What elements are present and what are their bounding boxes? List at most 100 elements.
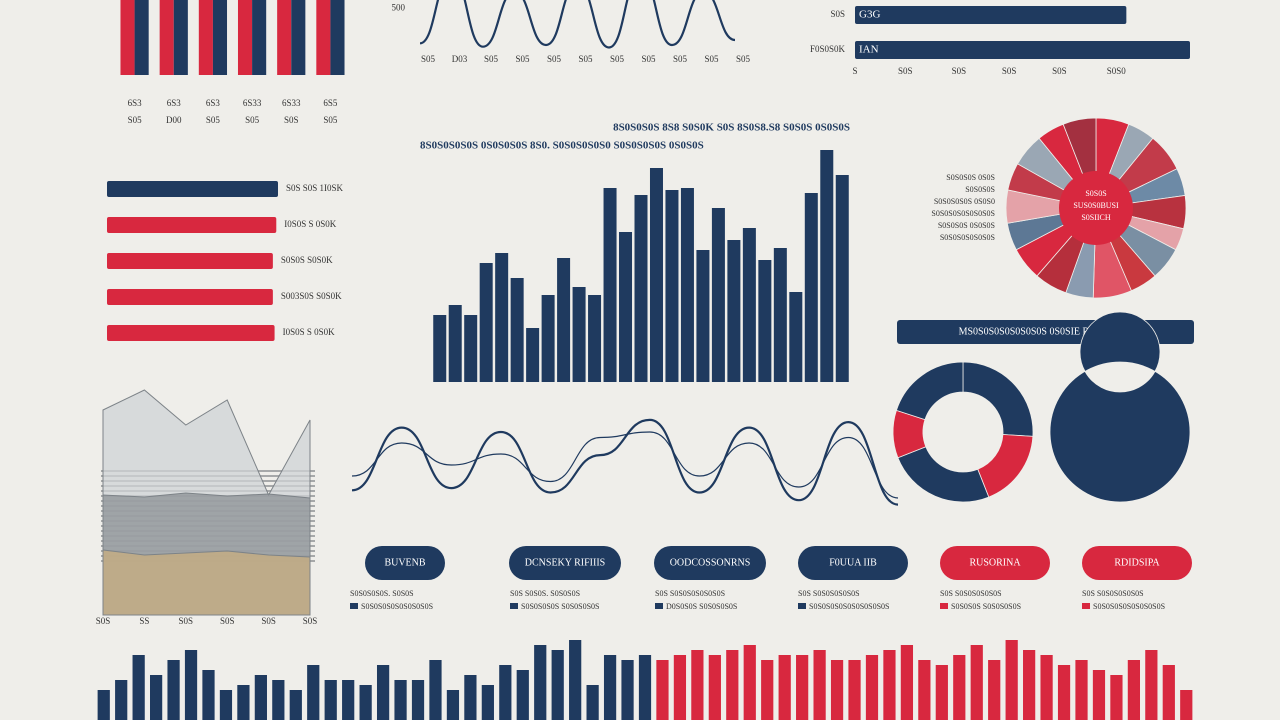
- pie-center: [1059, 171, 1133, 245]
- bar: [464, 675, 477, 720]
- bar: [588, 295, 602, 382]
- bar: [789, 292, 803, 382]
- bar: [134, 0, 149, 75]
- x-tick-label: S05: [704, 54, 719, 64]
- bar: [202, 670, 215, 720]
- bar: [97, 690, 110, 720]
- bar: [394, 680, 407, 720]
- x-tick-label: S0S: [261, 616, 276, 626]
- bar: [848, 660, 861, 720]
- pie-slice: [895, 361, 964, 421]
- bar: [603, 188, 617, 382]
- bar: [935, 665, 948, 720]
- pill-detail: D0S0S0S S0S0S0S0S: [666, 602, 737, 611]
- bar: [316, 0, 331, 75]
- pie-slice: [1049, 311, 1191, 503]
- annotation: S0S0S0S0S 0S0S0: [934, 197, 995, 206]
- x-tick-label: S05: [641, 54, 656, 64]
- pill-swatch: [940, 603, 948, 609]
- bar-label: I0S0S S 0S0K: [284, 219, 337, 229]
- bar: [621, 660, 634, 720]
- x-tick-label: 6S3: [128, 98, 143, 108]
- bar: [115, 680, 128, 720]
- bar: [219, 690, 233, 720]
- bar: [758, 260, 772, 382]
- bar: [132, 655, 145, 720]
- x-tick-label: 6S3: [206, 98, 221, 108]
- pill-detail: S0S0S0S0S0S0S0S0S: [361, 602, 433, 611]
- annotation: S0S0S0S 0S0S0S: [938, 221, 995, 230]
- bar: [272, 680, 285, 720]
- pill-detail: S0S0S0S0S0S0S0S0S0S: [809, 602, 890, 611]
- x-tick-label: S0S: [303, 616, 318, 626]
- bar: [883, 650, 896, 720]
- bar: [1040, 655, 1053, 720]
- x-tick-label: S05: [673, 54, 688, 64]
- x-tick-sublabel: S05: [323, 115, 338, 125]
- bar: [448, 305, 462, 382]
- center-label: SUS0S0BUSI: [1073, 201, 1119, 210]
- bar: [499, 665, 512, 720]
- bar: [198, 0, 213, 75]
- bar: [708, 655, 721, 720]
- bar: [680, 188, 694, 382]
- bar: [464, 315, 478, 382]
- pill-button[interactable]: [654, 546, 766, 580]
- pill-button[interactable]: [365, 546, 445, 580]
- x-tick-label: 6S33: [282, 98, 301, 108]
- bar: [159, 0, 174, 75]
- bar: [252, 0, 267, 75]
- bar: [773, 248, 787, 382]
- x-tick-label: S: [852, 66, 857, 76]
- pill-button[interactable]: [1082, 546, 1192, 580]
- bar: [572, 287, 586, 382]
- annotation: S0S0S0S0S0S0S: [940, 233, 995, 242]
- pill-button[interactable]: [798, 546, 908, 580]
- bar: [291, 0, 306, 75]
- x-tick-label: 6S33: [243, 98, 262, 108]
- bar: [446, 690, 460, 720]
- bar: [212, 0, 228, 75]
- bar: [551, 650, 564, 720]
- bar: [1110, 675, 1123, 720]
- pill-button[interactable]: [509, 546, 621, 580]
- pill-note: S0S S0S0S0S0S0S0S: [655, 589, 725, 598]
- y-tick-label: S0S: [830, 9, 845, 19]
- bar: [761, 660, 774, 720]
- pill-label: F0UUA IIB: [829, 557, 877, 568]
- line: [351, 431, 899, 499]
- bar: [277, 0, 292, 75]
- bar: [495, 253, 509, 382]
- x-tick-label: S05: [515, 54, 530, 64]
- pill-label: DCNSEKY RIFIIIS: [525, 557, 605, 568]
- bar: [411, 680, 425, 720]
- annotation: S0S0S0S 0S0S: [946, 173, 995, 182]
- bar: [534, 645, 547, 720]
- bar: [691, 650, 704, 720]
- x-tick-sublabel: S05: [206, 115, 221, 125]
- bar: [900, 645, 914, 720]
- bar: [516, 670, 529, 720]
- x-tick-label: S0S: [898, 66, 913, 76]
- pill-note: S0S S0S0S. S0S0S0S: [510, 589, 580, 598]
- pill-note: S0S S0S0S0S0S0S: [1082, 589, 1144, 598]
- x-tick-label: S05: [610, 54, 625, 64]
- bar: [855, 6, 1127, 24]
- bar: [433, 315, 447, 382]
- pill-swatch: [350, 603, 358, 609]
- bar: [526, 328, 540, 382]
- bar: [1075, 660, 1088, 720]
- pill-label: OODCOSSONRNS: [670, 557, 751, 568]
- bar: [289, 690, 302, 720]
- bar: [107, 253, 273, 269]
- bar-label: S0S0S S0S0K: [281, 255, 333, 265]
- banner-text: MS0S0S0S0S0S0S0S 0S0SIE RS0S0S0S0: [959, 326, 1132, 337]
- x-tick-label: S0S: [952, 66, 967, 76]
- pill-button[interactable]: [940, 546, 1050, 580]
- x-tick-label: S05: [547, 54, 562, 64]
- bar: [665, 190, 679, 382]
- bar: [804, 193, 818, 382]
- bar: [796, 655, 809, 720]
- bar: [1180, 690, 1193, 720]
